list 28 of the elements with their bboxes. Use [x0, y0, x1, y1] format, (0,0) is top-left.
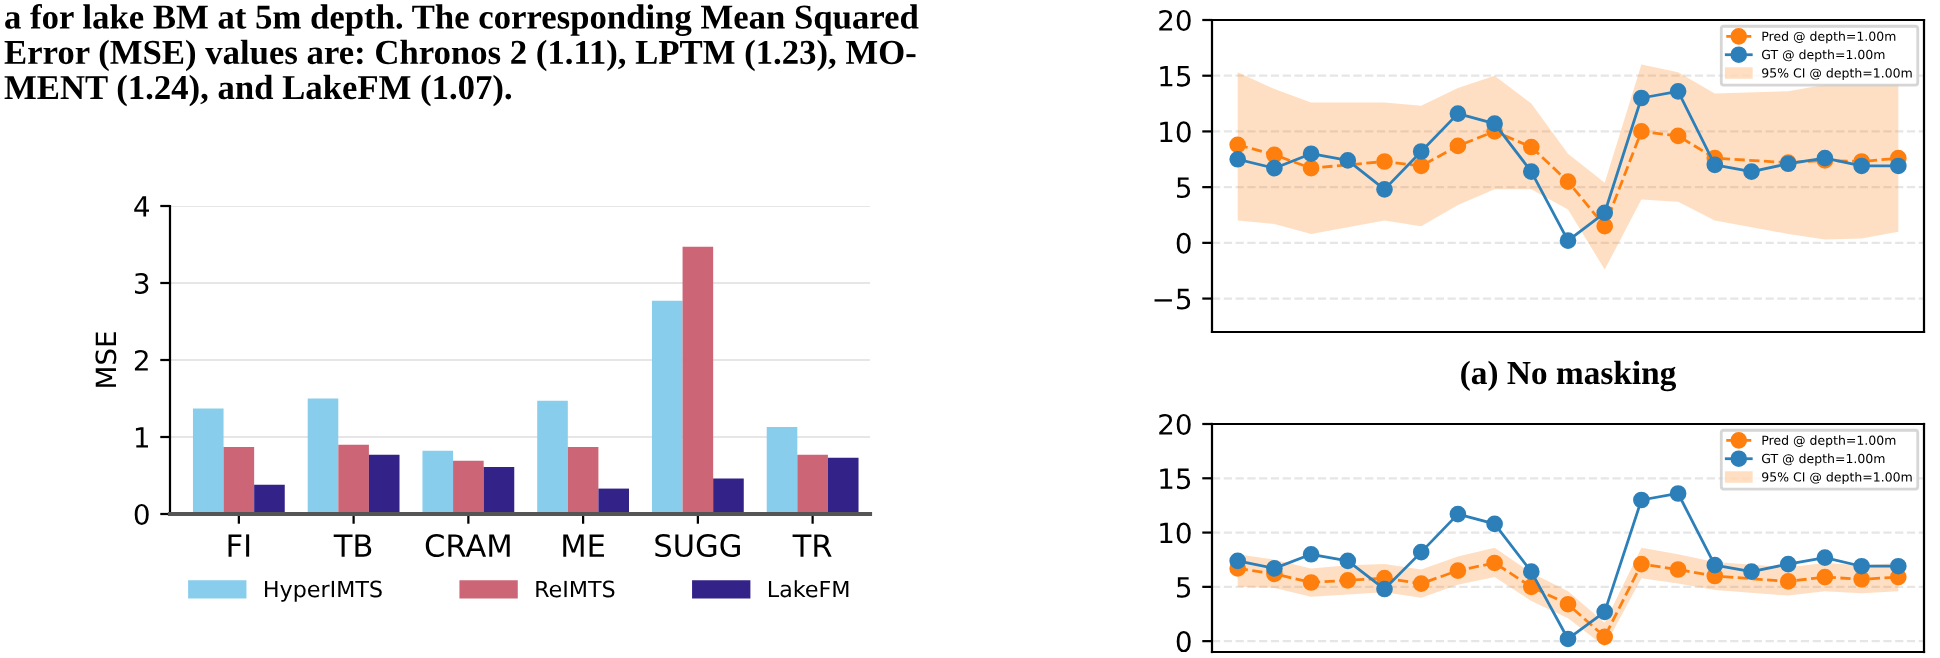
y-tick-label: 0 [1176, 631, 1191, 653]
x-tick-label: ME [563, 534, 604, 557]
x-tick-label: CRAM [425, 533, 510, 558]
y-axis-title: MSE [95, 332, 117, 387]
legend-label: ReIMTS [536, 580, 615, 598]
x-tick-label: TB [333, 534, 372, 557]
y-tick-label: 3 [135, 272, 149, 294]
y-tick-label: 5 [1177, 177, 1191, 199]
y-tick-label: 4 [134, 196, 149, 217]
x-tick-label: FI [228, 534, 250, 557]
y-tick-label: −5 [1154, 288, 1191, 310]
y-tick-label: 0 [1176, 232, 1191, 254]
y-tick-label: 0 [134, 503, 149, 525]
legend-label: LakeFM [768, 580, 849, 598]
y-tick-label: 1 [135, 427, 148, 448]
y-tick-label: 20 [1159, 413, 1191, 435]
y-tick-label: 10 [1160, 121, 1191, 143]
y-tick-label: 20 [1159, 9, 1191, 31]
x-tick-label: TR [792, 534, 832, 557]
y-tick-label: 10 [1160, 522, 1191, 544]
text: a for lake BM at 5m depth. The corresponding Mean Squared Error (MSE) values are: Chronos 2 (1.11), LPTM (1.23), MO- MENT (1.24), and LakeFM (1.07). [4, 4, 919, 107]
x-tick-label: SUGG [655, 533, 740, 558]
text: (a) No masking [1461, 360, 1677, 392]
y-tick-label: 2 [134, 349, 148, 371]
legend-label: HyperIMTS [265, 580, 382, 602]
y-tick-label: 15 [1160, 468, 1191, 490]
y-tick-label: 5 [1177, 577, 1191, 598]
y-tick-label: 15 [1160, 66, 1191, 87]
